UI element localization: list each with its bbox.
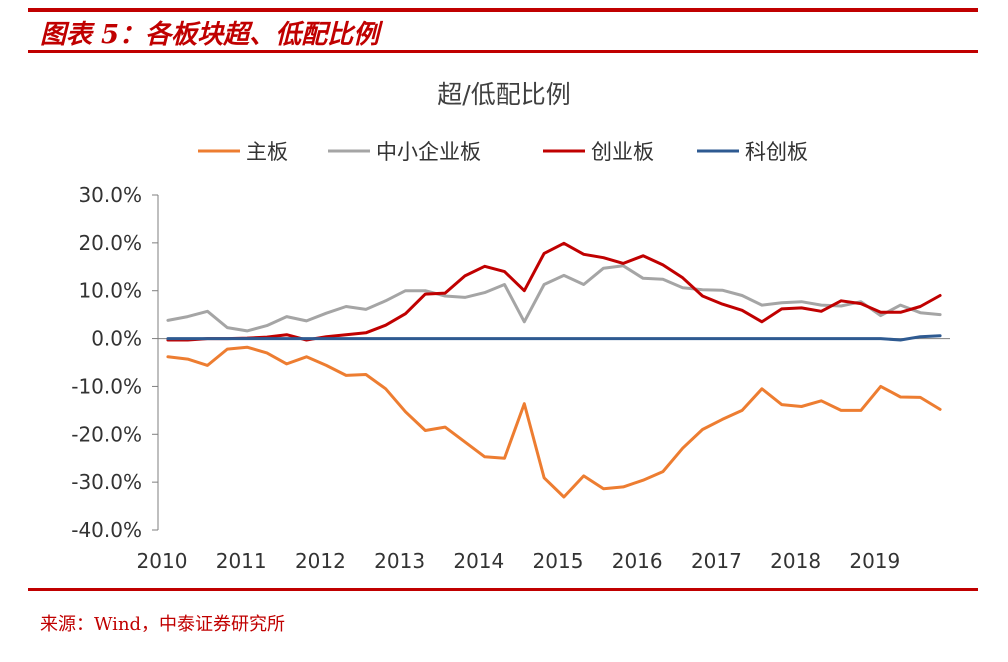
y-tick-label: -10.0%	[71, 374, 142, 398]
x-tick-label: 2016	[612, 549, 663, 573]
x-tick-label: 2011	[216, 549, 267, 573]
plot-area	[166, 241, 942, 499]
x-tick-label: 2018	[770, 549, 821, 573]
y-tick-label: -30.0%	[71, 470, 142, 494]
bottom-rule	[28, 588, 978, 591]
chart-title: 超/低配比例	[437, 80, 570, 109]
y-axis: 30.0% 20.0% 10.0% 0.0% -10.0% -20.0% -30.0% -40…	[71, 183, 159, 542]
legend-label: 中小企业板	[376, 140, 481, 164]
legend-label: 科创板	[745, 140, 808, 164]
top-rule	[28, 8, 978, 12]
x-axis: 2010 2011 2012 2013 2014 2015 2016 2017 2018 2019	[137, 338, 950, 573]
x-tick-label: 2019	[849, 549, 900, 573]
y-tick-label: -20.0%	[71, 422, 142, 446]
x-tick-label: 2015	[533, 549, 584, 573]
x-tick-label: 2017	[691, 549, 742, 573]
figure-title: 图表 5：各板块超、低配比例	[40, 20, 380, 50]
legend-label: 主板	[246, 140, 288, 164]
series-line-1	[166, 345, 942, 499]
y-tick-label: 30.0%	[78, 183, 142, 207]
y-tick-label: 20.0%	[78, 231, 142, 255]
x-tick-label: 2010	[137, 549, 188, 573]
y-tick-label: -40.0%	[71, 518, 142, 542]
y-tick-label: 0.0%	[91, 327, 142, 351]
legend-label: 创业板	[591, 140, 654, 164]
x-tick-label: 2012	[295, 549, 346, 573]
series-line-2	[166, 264, 942, 333]
x-tick-label: 2013	[374, 549, 425, 573]
series-line-3	[166, 241, 942, 342]
title-rule	[28, 50, 978, 53]
x-tick-label: 2014	[453, 549, 504, 573]
y-tick-label: 10.0%	[78, 279, 142, 303]
series-line-4	[166, 334, 942, 342]
source-note: 来源：Wind，中泰证券研究所	[40, 614, 286, 635]
chart-legend: 主板 中小企业板 创业板 科创板	[198, 140, 808, 164]
